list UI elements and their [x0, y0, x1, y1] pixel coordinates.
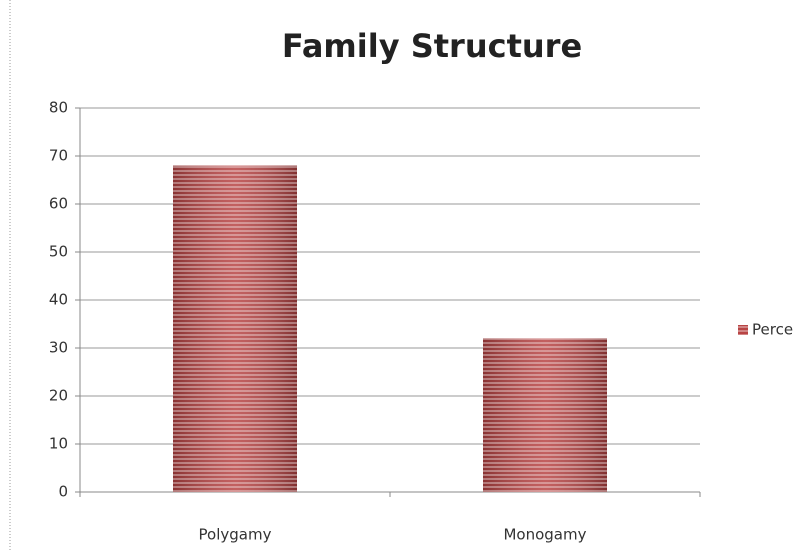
- y-tick-label: 20: [49, 387, 68, 405]
- x-tick-label: Monogamy: [503, 526, 586, 544]
- chart-title: Family Structure: [282, 27, 582, 65]
- y-tick-label: 10: [49, 435, 68, 453]
- y-tick-label: 40: [49, 291, 68, 309]
- x-tick-label: Polygamy: [199, 526, 272, 544]
- y-tick-label: 60: [49, 195, 68, 213]
- y-tick-label: 80: [49, 99, 68, 117]
- bar-stripes: [173, 165, 297, 492]
- y-tick-label: 30: [49, 339, 68, 357]
- y-tick-label: 50: [49, 243, 68, 261]
- legend-label: Perce: [752, 321, 793, 339]
- bar-stripes: [483, 338, 607, 492]
- legend-swatch-stripes: [738, 325, 748, 335]
- y-tick-label: 70: [49, 147, 68, 165]
- y-tick-label: 0: [58, 483, 68, 501]
